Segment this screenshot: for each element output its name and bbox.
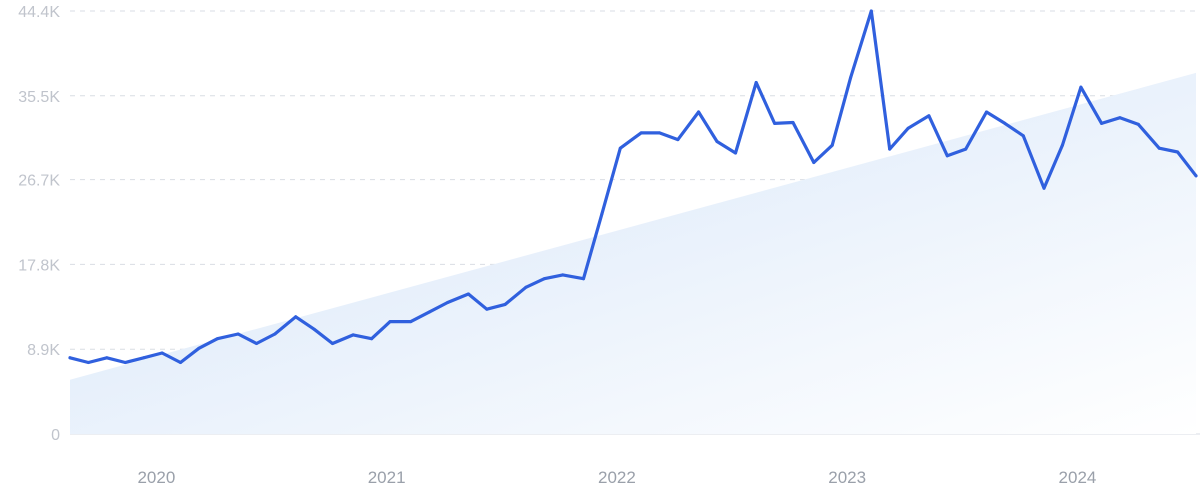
y-tick-label: 35.5K [18, 89, 60, 106]
x-tick-label: 2023 [828, 468, 866, 487]
data-point [1136, 122, 1140, 126]
data-point [927, 114, 931, 118]
data-point [600, 212, 604, 216]
y-tick-label: 44.4K [18, 4, 60, 21]
data-point [370, 337, 374, 341]
data-point [446, 301, 450, 304]
data-point [215, 337, 219, 341]
data-point [312, 327, 316, 331]
data-point [618, 146, 622, 150]
data-point [1118, 116, 1122, 120]
y-axis-labels: 0 8.9K 17.8K 26.7K 35.5K 44.4K [18, 4, 60, 444]
data-point [561, 273, 565, 277]
data-point [273, 332, 277, 336]
data-point [68, 356, 72, 360]
data-point [1194, 174, 1198, 178]
data-point [160, 351, 164, 355]
data-point [1021, 134, 1025, 138]
data-point [542, 277, 546, 281]
data-point [888, 147, 892, 151]
y-tick-label: 17.8K [18, 257, 60, 274]
data-point [142, 356, 146, 360]
data-point [791, 121, 795, 124]
data-point [582, 277, 585, 281]
y-tick-label: 0 [51, 427, 60, 444]
data-point [906, 126, 910, 130]
data-point [294, 315, 298, 319]
data-point [179, 361, 182, 364]
data-point [658, 131, 661, 135]
data-point [86, 361, 90, 364]
data-point [466, 292, 470, 296]
x-axis-labels: 2020 2021 2022 2023 2024 [137, 468, 1096, 487]
x-tick-label: 2022 [598, 468, 636, 487]
data-point [123, 361, 127, 364]
data-point [812, 161, 816, 164]
y-tick-label: 26.7K [18, 173, 60, 190]
data-points [68, 9, 1198, 364]
trend-area [70, 72, 1196, 435]
data-point [409, 320, 413, 324]
data-point [734, 151, 737, 155]
data-point [331, 342, 334, 345]
data-point [388, 320, 392, 324]
data-point [697, 110, 701, 114]
data-point [197, 346, 201, 350]
data-point [849, 76, 853, 80]
data-point [715, 140, 719, 143]
x-tick-label: 2021 [368, 468, 406, 487]
data-point [255, 342, 258, 345]
data-point [985, 110, 988, 114]
data-point [485, 307, 489, 311]
data-point [427, 310, 431, 314]
x-tick-label: 2024 [1059, 468, 1097, 487]
data-point [236, 332, 240, 336]
data-point [830, 143, 834, 147]
data-point [351, 333, 355, 337]
series-line [68, 9, 1198, 365]
data-point [754, 81, 758, 84]
data-point [945, 154, 949, 158]
data-point [676, 138, 680, 142]
data-point [1157, 146, 1161, 150]
data-point [503, 302, 507, 306]
data-point [1176, 150, 1180, 154]
data-point [773, 121, 777, 125]
y-tick-label: 8.9K [27, 342, 60, 359]
data-point [1003, 121, 1007, 125]
x-tick-label: 2020 [137, 468, 175, 487]
data-point [639, 131, 643, 135]
data-point [524, 285, 528, 289]
data-point [1060, 143, 1064, 147]
data-point [1079, 85, 1083, 89]
data-point [869, 9, 873, 13]
data-point [1100, 121, 1104, 125]
data-point [964, 147, 968, 151]
data-point [105, 356, 109, 360]
data-point [1042, 186, 1046, 190]
